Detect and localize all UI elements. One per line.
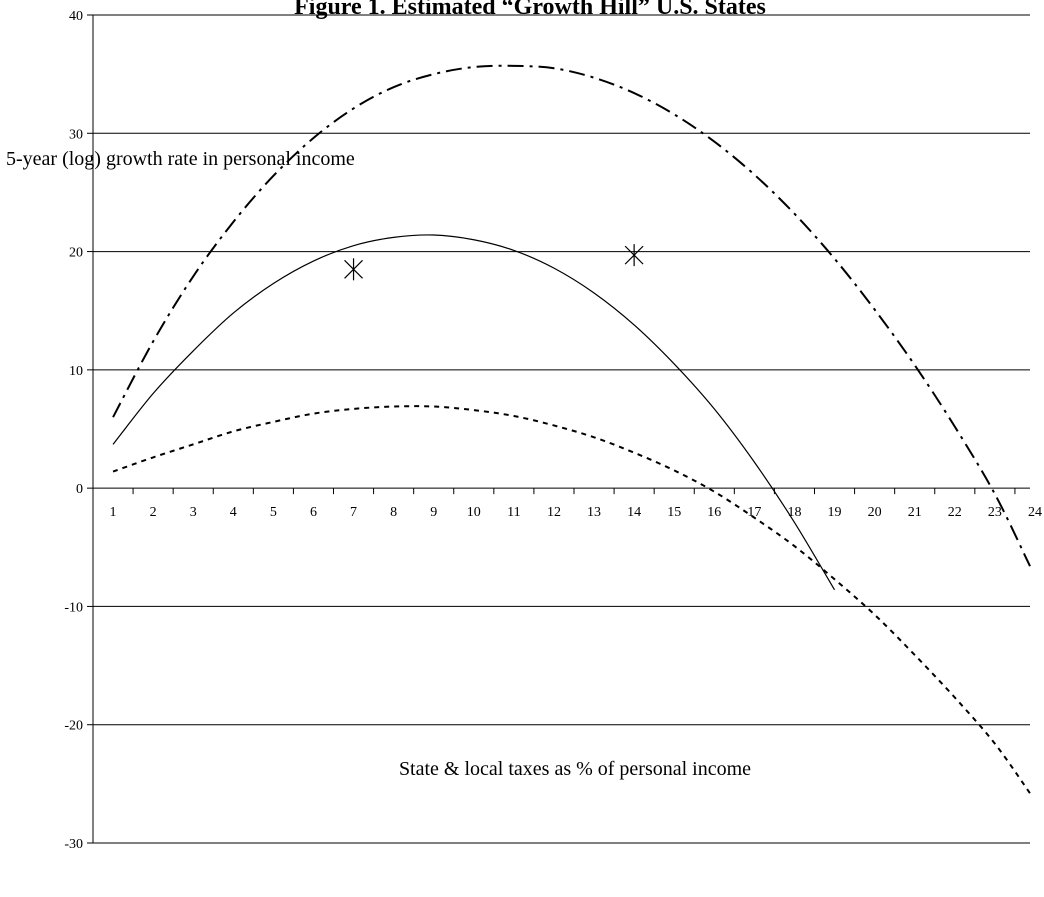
y-tick-label: 20 [69, 246, 83, 261]
data-markers [344, 244, 644, 281]
axes [87, 14, 1030, 844]
x-tick-label: 2 [150, 505, 157, 520]
x-tick-label: 12 [547, 505, 561, 520]
x-tick-label: 24 [1028, 505, 1042, 520]
asterisk-marker [624, 244, 644, 267]
x-tick-label: 9 [430, 505, 437, 520]
x-tick-label: 22 [948, 505, 962, 520]
y-tick-labels: -30 -20 -10 0 10 20 30 40 [64, 9, 83, 852]
x-tick-label: 13 [587, 505, 601, 520]
x-tick-label: 17 [747, 505, 761, 520]
y-tick-label: 10 [69, 364, 83, 379]
asterisk-marker [344, 258, 363, 281]
series-line-dotted [112, 405, 1031, 794]
x-tick-label: 21 [908, 505, 922, 520]
series-lines [112, 64, 1031, 794]
series-line-solid [112, 234, 836, 591]
y-axis-label: 5-year (log) growth rate in personal inc… [6, 148, 355, 170]
gridlines [93, 14, 1030, 726]
x-tick-label: 1 [110, 505, 117, 520]
x-tick-label: 6 [310, 505, 317, 520]
chart-title: Figure 1. Estimated “Growth Hill” U.S. S… [294, 0, 766, 20]
x-axis-label: State & local taxes as % of personal inc… [399, 758, 751, 780]
x-tick-label: 11 [507, 505, 520, 520]
y-tick-label: 40 [69, 9, 83, 24]
x-tick-label: 20 [868, 505, 882, 520]
y-tick-label: -10 [64, 600, 83, 615]
x-tick-label: 23 [988, 505, 1002, 520]
x-tick-label: 16 [707, 505, 721, 520]
x-tick-label: 14 [627, 505, 641, 520]
x-tick-label: 5 [270, 505, 277, 520]
x-tick-label: 10 [467, 505, 481, 520]
y-tick-label: -20 [64, 719, 83, 734]
x-tick-label: 4 [230, 505, 237, 520]
y-tick-label: 0 [76, 482, 83, 497]
y-tick-label: -30 [64, 837, 83, 852]
y-tick-label: 30 [69, 127, 83, 142]
x-tick-label: 7 [350, 505, 357, 520]
x-tick-label: 3 [190, 505, 197, 520]
x-tick-label: 19 [828, 505, 842, 520]
x-tick-label: 15 [667, 505, 681, 520]
series-line-dash-dot [112, 64, 1031, 567]
x-tick-label: 8 [390, 505, 397, 520]
x-tick-label: 18 [787, 505, 801, 520]
x-tick-labels: 1 2 3 4 5 6 7 8 9 10 11 12 13 14 15 16 17 18 19 20 21 22 23 24 [110, 505, 1042, 520]
